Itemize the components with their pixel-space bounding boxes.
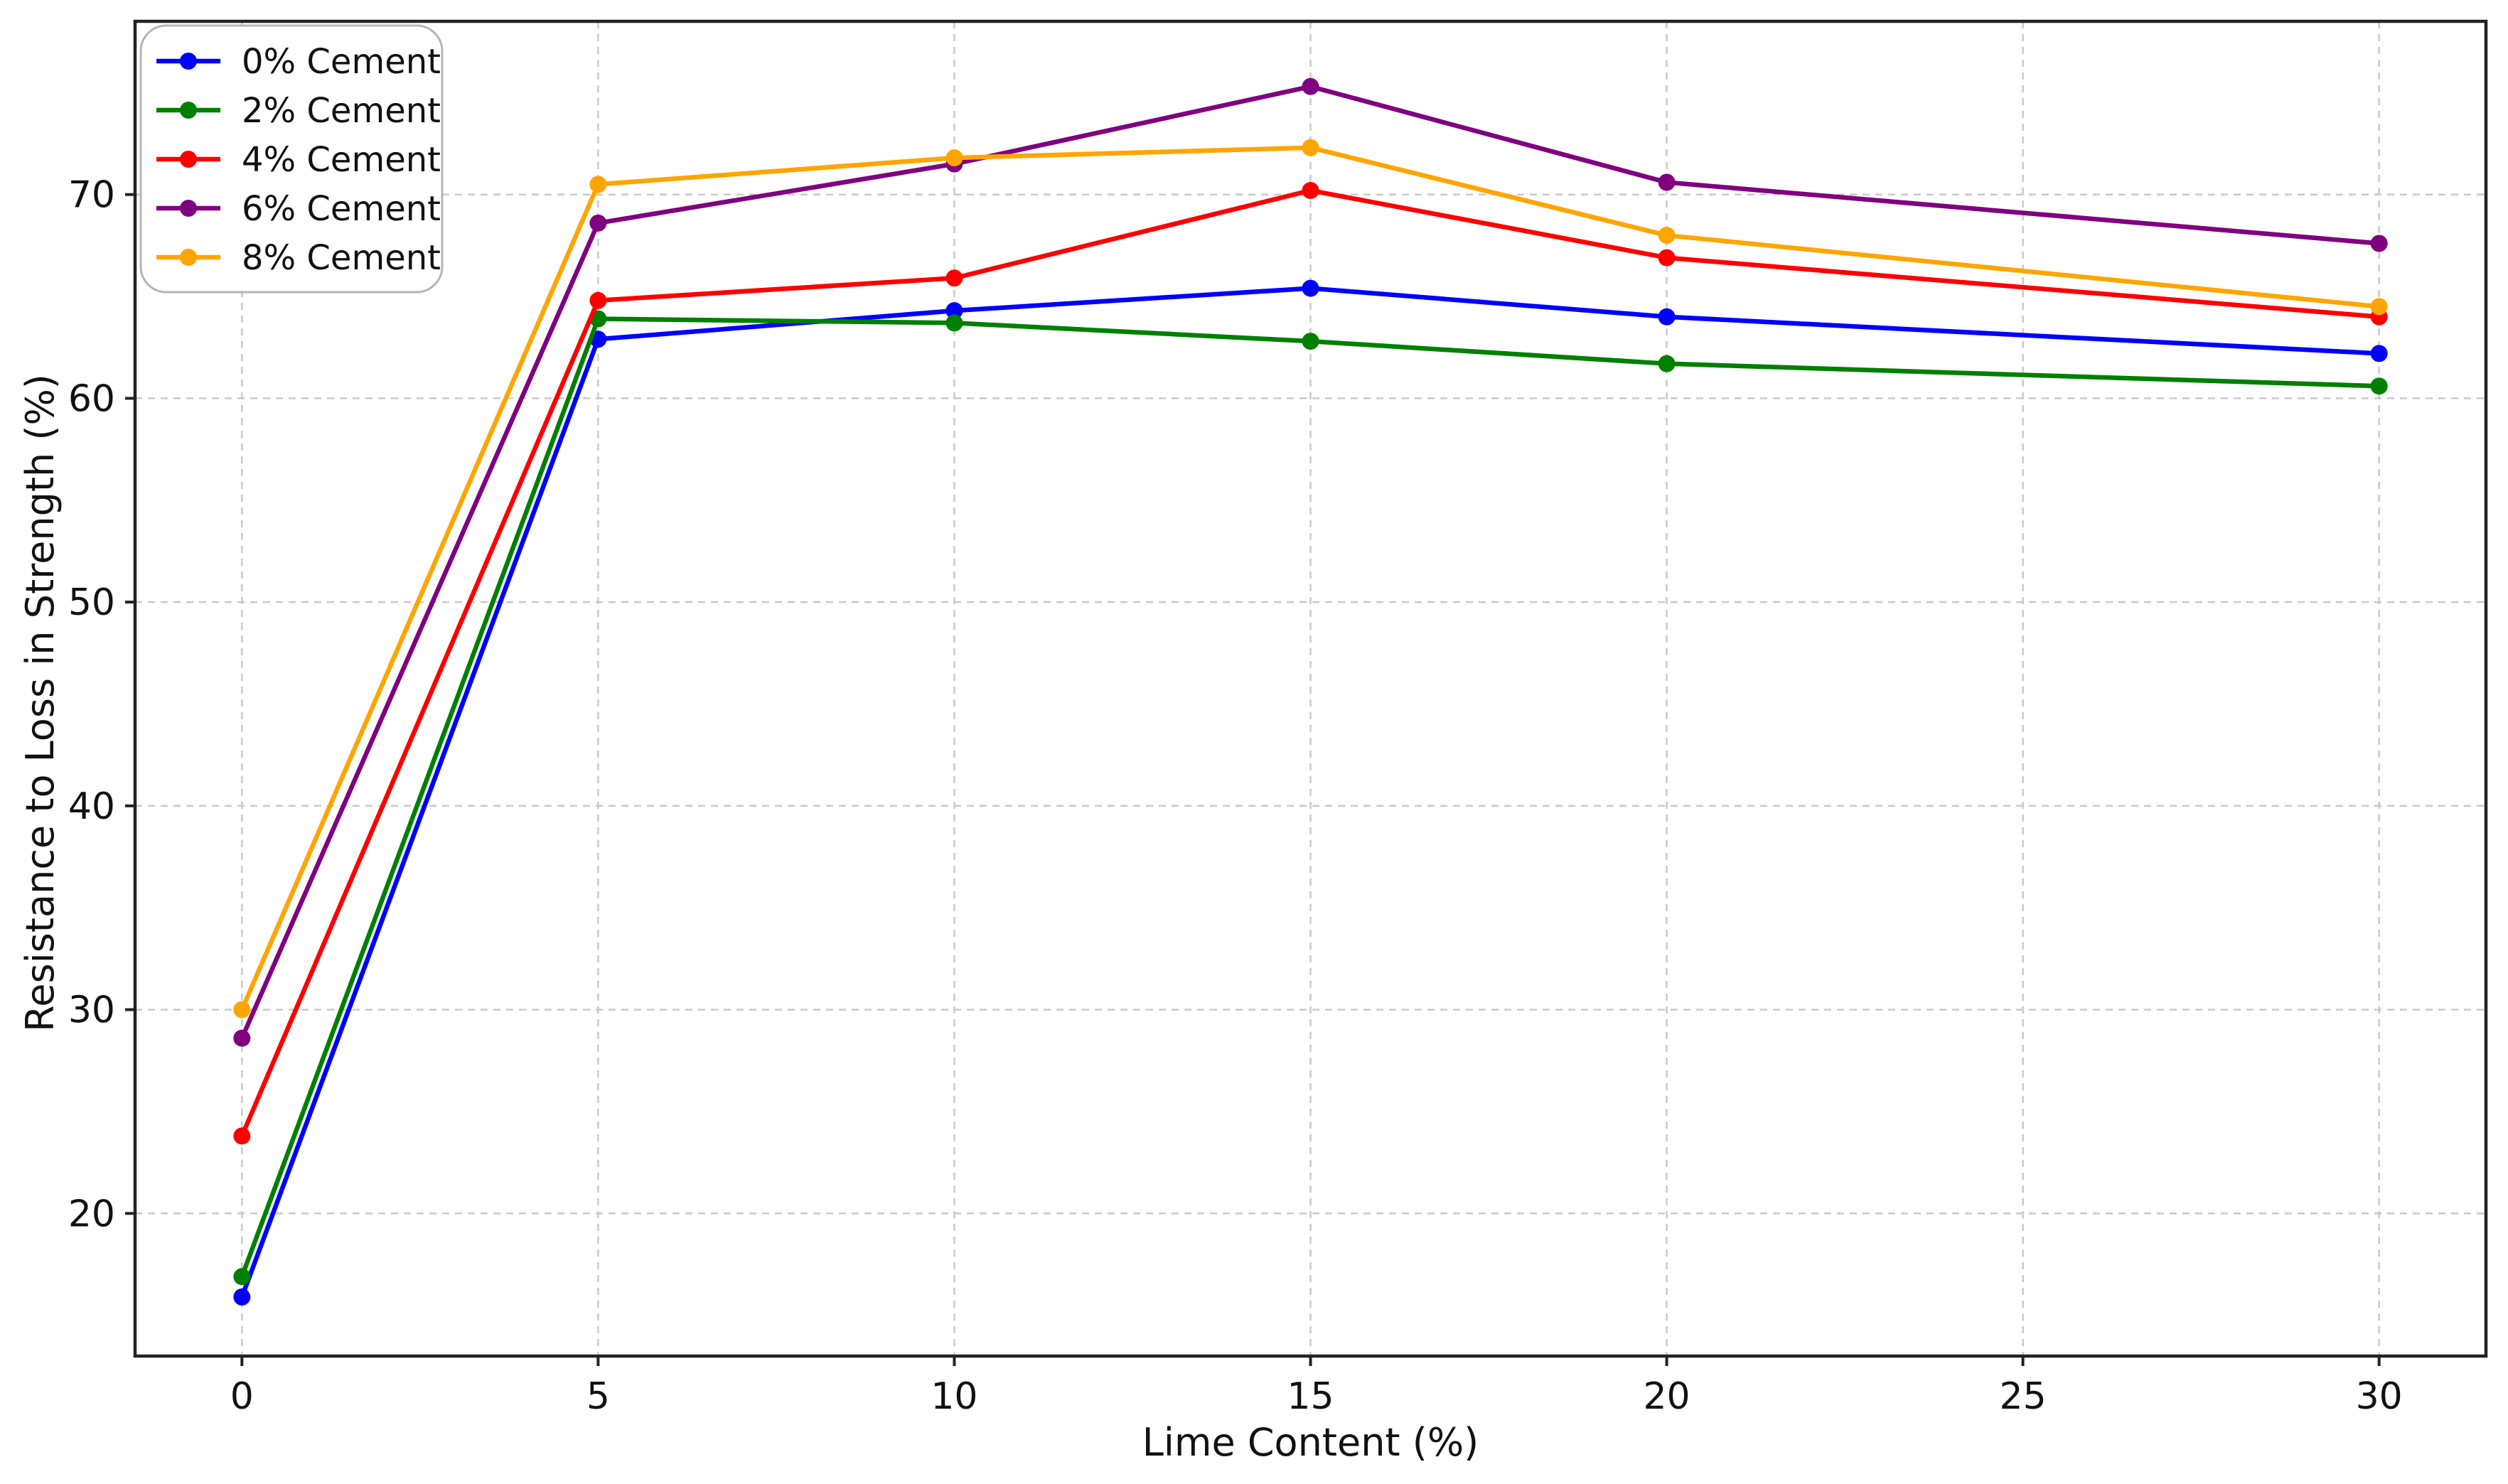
y-tick-label: 30: [68, 989, 115, 1032]
x-tick-label: 20: [1643, 1375, 1690, 1418]
series-layer: [233, 77, 2388, 1306]
data-point: [2370, 377, 2388, 395]
data-point: [2370, 298, 2388, 316]
x-axis-title: Lime Content (%): [1142, 1420, 1479, 1465]
y-axis-title: Resistance to Loss in Strength (%): [18, 374, 63, 1032]
data-point: [1658, 173, 1676, 191]
data-point: [1658, 249, 1676, 267]
data-point: [945, 302, 963, 320]
y-tick-label: 40: [68, 785, 115, 828]
legend-item: 4% Cement: [156, 140, 441, 180]
data-point: [1302, 333, 1319, 350]
y-tick-label: 70: [68, 174, 115, 217]
data-point: [1302, 181, 1319, 199]
legend: 0% Cement 2% Cement 4% Cement 6% Cement 8% C…: [139, 24, 444, 294]
data-point: [233, 1029, 251, 1047]
y-tick-label: 60: [68, 377, 115, 420]
series-line: [240, 316, 2381, 1279]
data-point: [945, 269, 963, 287]
y-tick-label: 50: [68, 581, 115, 624]
data-point: [1302, 279, 1319, 297]
x-tick-label: 10: [931, 1375, 977, 1418]
data-point: [233, 1001, 251, 1018]
y-tick-label: 20: [68, 1193, 115, 1235]
data-point: [1658, 355, 1676, 372]
data-point: [1302, 139, 1319, 156]
data-point: [945, 149, 963, 167]
data-point: [2370, 345, 2388, 362]
x-tick-label: 25: [2000, 1375, 2047, 1418]
data-point: [233, 1288, 251, 1306]
legend-item: 2% Cement: [156, 91, 441, 131]
legend-marker: [180, 200, 197, 217]
data-point: [1658, 227, 1676, 244]
legend-item: 0% Cement: [156, 42, 441, 82]
legend-label: 0% Cement: [242, 42, 441, 82]
series-line: [240, 145, 2381, 1012]
legend-label: 4% Cement: [242, 140, 441, 180]
data-point: [1302, 77, 1319, 95]
x-tick-label: 30: [2356, 1375, 2403, 1418]
legend-frame: [139, 24, 444, 294]
legend-marker: [180, 102, 197, 119]
data-point: [589, 291, 607, 309]
grid: [135, 21, 2486, 1356]
legend-label: 6% Cement: [242, 189, 441, 229]
data-point: [233, 1127, 251, 1145]
data-point: [2370, 235, 2388, 252]
series-line: [240, 84, 2381, 1041]
series-line: [240, 286, 2381, 1300]
series-8-cement: [233, 139, 2388, 1018]
x-tick-label: 15: [1287, 1375, 1334, 1418]
data-point: [233, 1268, 251, 1286]
series-2-cement: [233, 310, 2388, 1286]
legend-label: 2% Cement: [242, 91, 441, 131]
series-0-cement: [233, 279, 2388, 1306]
legend-item: 6% Cement: [156, 189, 441, 229]
x-tick-label: 0: [230, 1375, 254, 1418]
series-line: [240, 188, 2381, 1139]
legend-marker: [180, 249, 197, 266]
legend-marker: [180, 53, 197, 70]
legend-item: 8% Cement: [156, 238, 441, 278]
data-point: [589, 176, 607, 193]
legend-label: 8% Cement: [242, 238, 441, 278]
ticks: 0 5 10 15 20 25 30 20 30 40 50 60 70: [68, 174, 2403, 1418]
data-point: [945, 314, 963, 332]
legend-marker: [180, 151, 197, 168]
data-point: [1658, 308, 1676, 326]
data-point: [589, 214, 607, 232]
x-tick-label: 5: [586, 1375, 610, 1418]
